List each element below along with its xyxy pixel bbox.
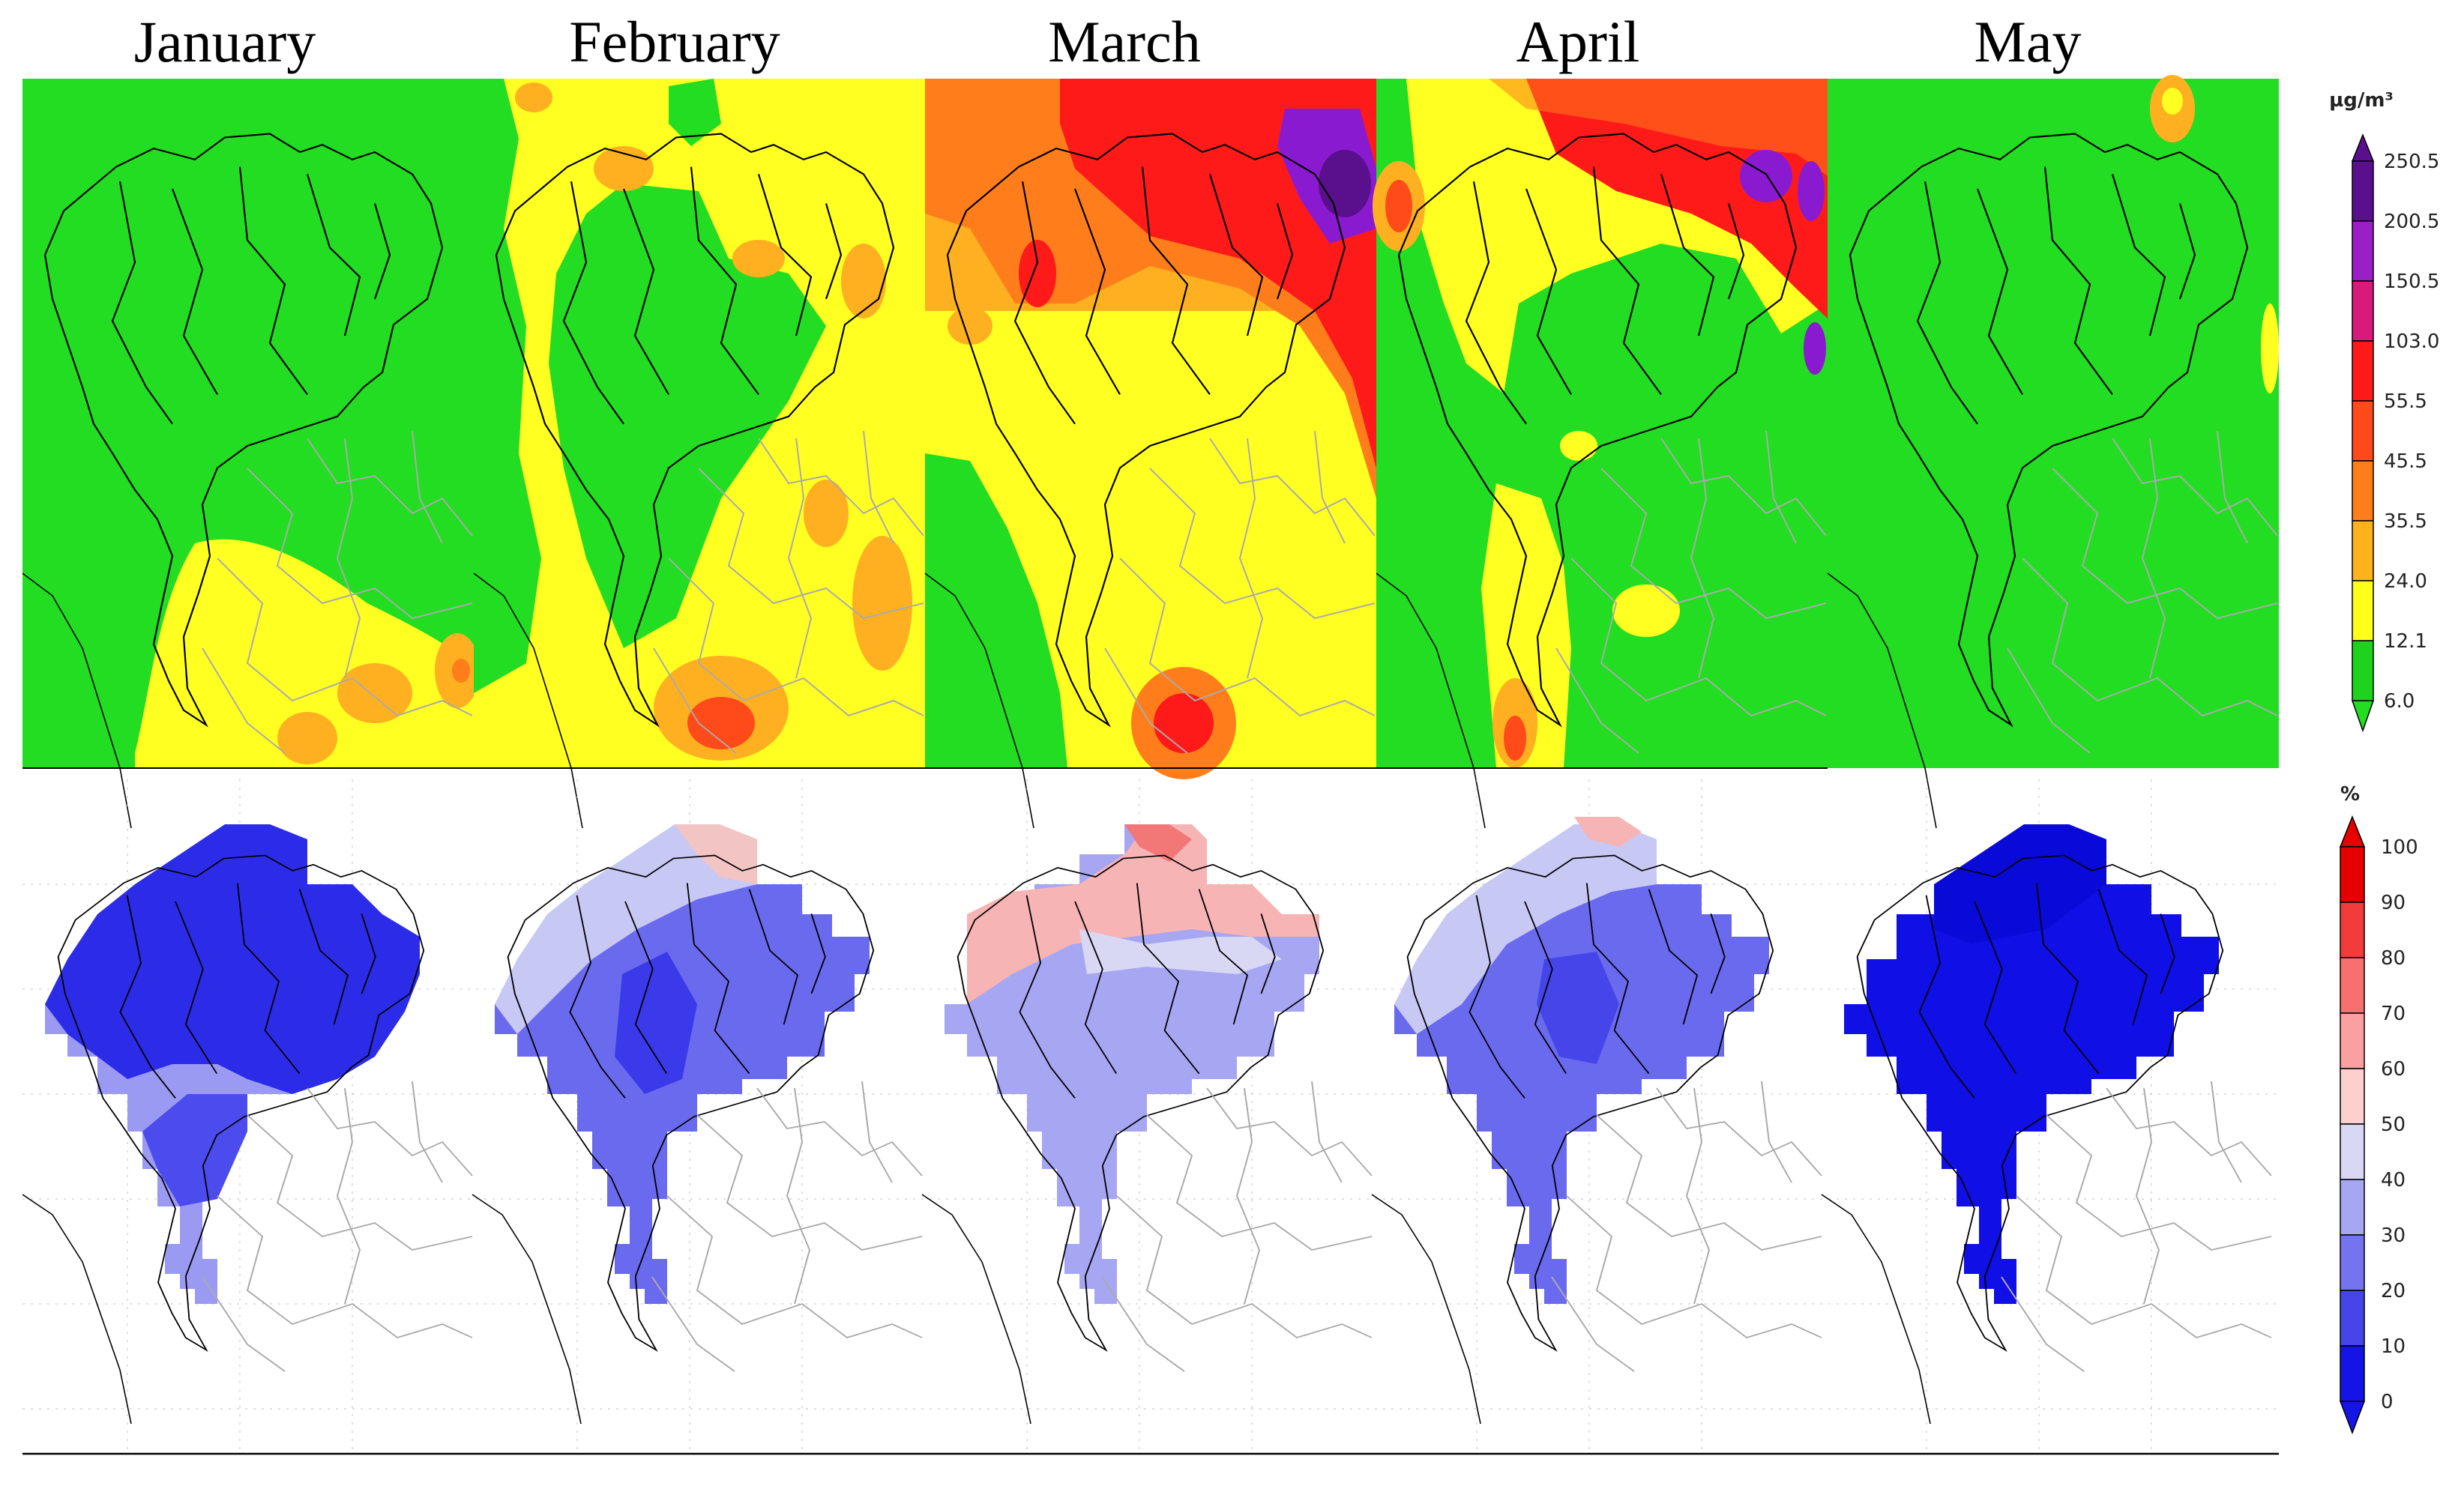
- month-title-january: January: [134, 9, 316, 74]
- pct-colorbar-cell: [2340, 846, 2365, 903]
- pm-colorbar-tick-label: 250.5: [2384, 151, 2439, 173]
- pct-colorbar-tick-label: 70: [2381, 1003, 2406, 1025]
- pct-colorbar-cell: [2340, 957, 2365, 1014]
- pct-colorbar-tick-label: 0: [2381, 1391, 2394, 1413]
- pct-map-may: [1821, 824, 2272, 1425]
- pct-colorbar-tick-label: 20: [2381, 1280, 2406, 1302]
- pct-colorbar-tick-label: 50: [2381, 1114, 2406, 1136]
- pm-colorbar-cell: [2352, 220, 2374, 282]
- pct-colorbar-tick-label: 90: [2381, 892, 2406, 914]
- pct-colorbar-cell: [2340, 1179, 2365, 1236]
- pm-colorbar-tick-label: 103.0: [2384, 330, 2439, 353]
- pm-colorbar-cell: [2352, 400, 2374, 462]
- pct-colorbar-tick-label: 30: [2381, 1224, 2406, 1247]
- pct-colorbar-unit: %: [2340, 783, 2360, 806]
- pm-colorbar-tick-label: 55.5: [2384, 390, 2427, 413]
- pct-colorbar-cell: [2340, 1234, 2365, 1291]
- pct-colorbar-cell: [2340, 1345, 2365, 1402]
- pm-colorbar-cell: [2352, 460, 2374, 522]
- pm-colorbar-cell: [2352, 340, 2374, 402]
- pct-colorbar-cell: [2340, 1290, 2365, 1347]
- pct-map-february: [472, 824, 923, 1425]
- pct-map-march: [921, 824, 1373, 1425]
- month-title-march: March: [1048, 9, 1201, 74]
- pm-colorbar-tick-label: 35.5: [2384, 510, 2427, 533]
- pct-colorbar-cell: [2340, 901, 2365, 958]
- pct-map-april: [1371, 817, 1822, 1425]
- month-title-february: February: [569, 9, 780, 74]
- pct-colorbar-tick-label: 10: [2381, 1335, 2406, 1358]
- pm-map-may: [1827, 75, 2279, 829]
- pm-colorbar-cell: [2352, 580, 2374, 641]
- pm-colorbar-tick-label: 6.0: [2384, 690, 2415, 713]
- pm-map-february: [473, 79, 925, 829]
- pm-colorbar-cell: [2352, 640, 2374, 701]
- pm-colorbar-cell: [2352, 280, 2374, 342]
- pm-colorbar: µg/m³ 250.5 200.5 150.5 103.0 55.5 45.5 35.5 24…: [2329, 89, 2439, 733]
- pct-colorbar-cell: [2340, 1123, 2365, 1180]
- pm-colorbar-tick-label: 200.5: [2384, 211, 2439, 233]
- pm-colorbar-tick-label: 150.5: [2384, 271, 2439, 293]
- month-title-april: April: [1516, 9, 1640, 74]
- pct-colorbar-cell: [2340, 1012, 2365, 1069]
- pct-colorbar-tick-label: 80: [2381, 947, 2406, 970]
- pct-colorbar-tick-label: 100: [2381, 836, 2418, 859]
- pm-colorbar-cell: [2352, 520, 2374, 582]
- pm-colorbar-unit: µg/m³: [2329, 89, 2394, 112]
- pct-map-january: [22, 824, 473, 1425]
- pm-map-april: [1373, 79, 1828, 829]
- pct-colorbar-tick-label: 60: [2381, 1058, 2406, 1081]
- pct-colorbar-cell: [2340, 1068, 2365, 1125]
- pct-colorbar-tick-label: 40: [2381, 1169, 2406, 1191]
- pm-map-january: [22, 79, 480, 829]
- pm-colorbar-cell: [2352, 160, 2374, 222]
- pm-colorbar-tick-label: 45.5: [2384, 450, 2427, 473]
- pm-colorbar-tick-label: 12.1: [2384, 630, 2427, 653]
- pm-colorbar-tick-label: 24.0: [2384, 570, 2427, 593]
- month-title-may: May: [1974, 9, 2082, 74]
- pm-map-march: [924, 79, 1376, 829]
